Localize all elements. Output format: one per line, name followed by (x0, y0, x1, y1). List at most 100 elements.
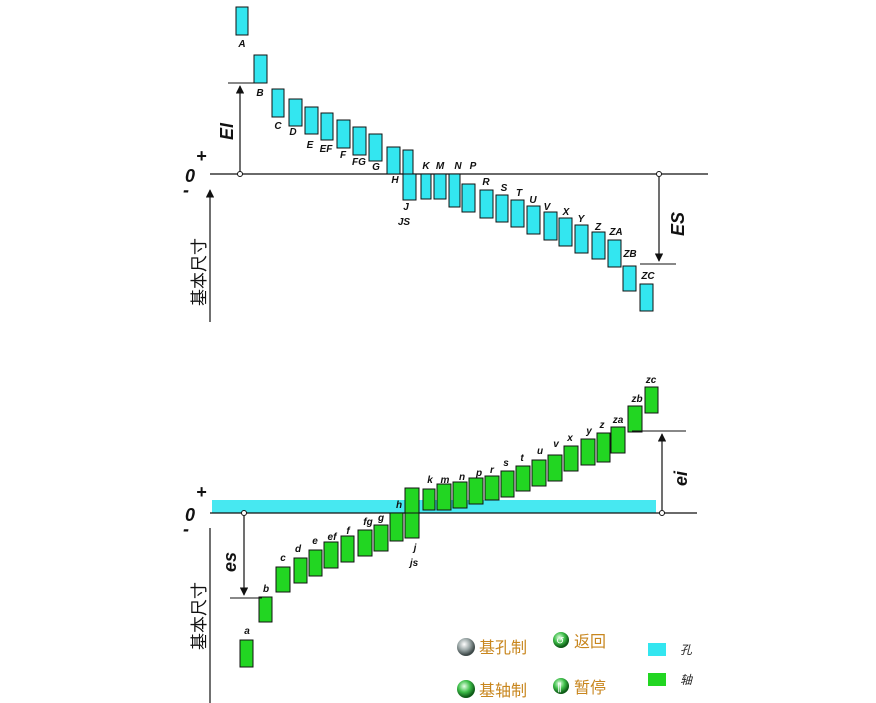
shaft-deviation-bar-y (580, 438, 596, 466)
hole-deviation-bar-ZC (639, 283, 654, 312)
hole-deviation-label-A: A (237, 39, 245, 50)
hole-deviation-label-K: K (422, 161, 430, 172)
shaft-deviation-bar-t (515, 465, 531, 492)
hole-deviation-label-ZC: ZC (640, 271, 655, 282)
hole-basis-button[interactable]: 基孔制 (457, 638, 527, 657)
shaft-deviation-label-g: g (377, 513, 384, 524)
hole-plus-label: + (196, 146, 207, 166)
shaft-deviation-bar-c (275, 566, 291, 593)
hole-zero-label: 0 (185, 166, 195, 186)
hole-deviation-bar-M (433, 173, 447, 200)
hole-deviation-bar-JS (402, 173, 417, 201)
hole-deviation-label-T: T (516, 188, 523, 199)
back-button[interactable]: ↺ 返回 (553, 632, 606, 651)
shaft-deviation-bar-h (389, 512, 404, 542)
hole-deviation-label-FG: FG (352, 157, 366, 168)
pause-symbol-icon: ‖ (557, 682, 562, 693)
shaft-deviation-label-s: s (503, 458, 509, 469)
shaft-deviation-bar-a (239, 639, 254, 668)
back-orb-icon (553, 632, 569, 648)
shaft-es-origin-dot (241, 510, 247, 516)
hole-deviation-label-Y: Y (578, 214, 586, 225)
hole-deviation-bar-ZA (607, 239, 622, 268)
hole-deviation-label-P: P (470, 161, 477, 172)
shaft-deviation-label-zb: zb (630, 394, 642, 405)
shaft-deviation-bar-zb (627, 405, 643, 433)
shaft-deviation-label-e: e (312, 536, 318, 547)
hole-minus-label: - (183, 180, 189, 200)
hole-ei-label: EI (217, 122, 237, 140)
pause-button[interactable]: ‖ 暂停 (553, 678, 606, 697)
hole-deviation-bar-N (448, 173, 461, 208)
shaft-basis-button[interactable]: 基轴制 (457, 680, 527, 700)
hole-deviation-bar-E (304, 106, 319, 135)
hole-deviation-bar-P (461, 183, 476, 213)
shaft-deviation-bar-z (596, 432, 611, 463)
shaft-deviation-label-h: h (396, 500, 402, 511)
shaft-plus-label: + (196, 482, 207, 502)
hole-deviation-bar-B (253, 54, 268, 84)
hole-deviation-bar-EF (320, 112, 334, 141)
shaft-deviation-label-f: f (346, 526, 351, 537)
hole-deviation-label-G: G (372, 162, 380, 173)
shaft-deviation-label-v: v (553, 439, 560, 450)
hole-deviation-bar-V (543, 211, 558, 241)
hole-deviation-bar-T (510, 199, 525, 228)
shaft-deviation-label-ef: ef (328, 532, 339, 543)
hole-ei-origin-dot (237, 171, 243, 177)
shaft-basic-size-label: 基本尺寸 (190, 582, 210, 650)
shaft-minus-label: - (183, 519, 189, 539)
shaft-deviation-label-b: b (263, 584, 269, 595)
hole-deviation-bar-F (336, 119, 351, 149)
shaft-deviation-bar-ef (323, 541, 339, 569)
pause-label: 暂停 (574, 678, 606, 697)
shaft-deviation-label-j: j (412, 543, 417, 554)
shaft-zero-label: 0 (185, 505, 195, 525)
hole-deviation-diagram: 0 + - 基本尺寸 A B CDE EF F FG GH J JS K M N PRS TUV XYZ ZA… (183, 6, 708, 322)
hole-deviation-label-R: R (482, 177, 490, 188)
shaft-deviation-bar-v (547, 454, 563, 482)
hole-deviation-label-E: E (307, 140, 314, 151)
shaft-deviation-bar-za (610, 426, 626, 454)
shaft-deviation-bar-b (258, 596, 273, 623)
legend: 孔 轴 (648, 643, 694, 687)
shaft-deviation-label-m: m (441, 475, 450, 486)
shaft-deviation-label-fg: fg (363, 517, 372, 528)
legend-shaft-label: 轴 (680, 673, 694, 687)
back-label: 返回 (574, 632, 606, 651)
hole-basic-size-label: 基本尺寸 (190, 238, 210, 306)
hole-deviation-label-EF: EF (320, 144, 334, 155)
hole-deviation-bar-K (420, 173, 432, 200)
shaft-deviation-label-js: js (408, 558, 419, 569)
grey-orb-icon (457, 638, 475, 656)
hole-deviation-bar-C (271, 88, 285, 118)
shaft-deviation-bar-s (500, 470, 515, 498)
hole-deviation-bar-R (479, 189, 494, 219)
hole-deviation-bar-D (288, 98, 303, 127)
hole-deviation-bar-H (386, 146, 401, 175)
shaft-deviation-label-za: za (612, 415, 624, 426)
back-arrow-icon: ↺ (556, 636, 564, 647)
shaft-deviation-label-c: c (280, 553, 286, 564)
shaft-deviation-bar-zc (644, 386, 659, 414)
hole-deviation-label-B: B (256, 88, 263, 99)
hole-deviation-label-C: C (274, 121, 282, 132)
hole-deviation-label-N: N (454, 161, 462, 172)
shaft-ei-label: ei (671, 470, 691, 486)
shaft-deviation-label-d: d (295, 544, 302, 555)
shaft-deviation-bar-js (404, 487, 420, 514)
shaft-es-label: es (220, 552, 240, 572)
shaft-deviation-label-p: p (475, 468, 482, 479)
shaft-deviation-label-r: r (490, 465, 495, 476)
hole-deviation-label-H: H (391, 175, 399, 186)
pause-orb-icon (553, 678, 569, 694)
shaft-deviation-bar-p (468, 477, 484, 505)
hole-deviation-bar-A (235, 6, 249, 36)
shaft-deviation-bar-g (373, 524, 389, 552)
shaft-deviation-label-y: y (585, 426, 592, 437)
shaft-deviation-bar-r (484, 475, 500, 501)
hole-deviation-bar-ZB (622, 265, 637, 292)
shaft-deviation-bar-m (436, 483, 452, 511)
shaft-deviation-label-u: u (537, 446, 543, 457)
